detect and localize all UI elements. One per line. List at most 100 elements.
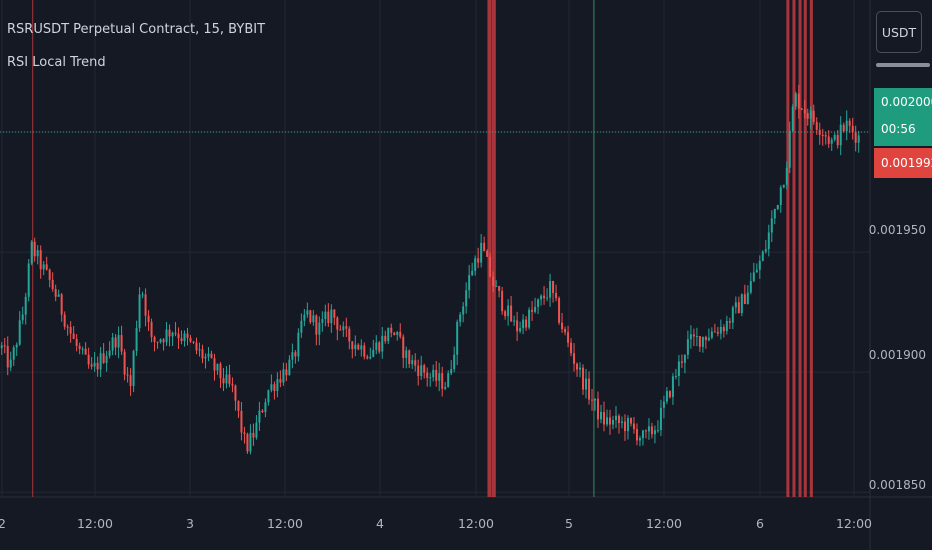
candle-body [96,362,99,370]
y-tick-label: 0.001850 [868,478,926,492]
candle-body [447,373,450,387]
candle-body [360,345,363,350]
candle-body [605,417,608,425]
candle-body [363,345,366,357]
candle-body [713,331,716,333]
candle-body [393,332,396,335]
candle-body [27,263,30,297]
candle-body [701,336,704,347]
y-tick-label: 0.001900 [868,348,926,362]
candle-body [507,305,510,317]
candle-body [420,365,423,376]
candle-body [659,407,662,431]
candle-body [749,281,752,293]
candle-body [752,272,755,282]
candle-body [477,258,480,263]
candle-body [15,344,18,348]
candle-body [597,398,600,420]
candle-body [348,328,351,342]
candle-body [282,369,285,383]
candle-body [93,362,96,367]
candle-body [336,317,339,330]
candle-body [441,373,444,389]
candle-body [531,309,534,312]
candle-body [522,319,525,329]
candle-body [150,322,153,338]
candle-body [465,290,468,307]
candle-body [228,374,231,384]
candle-body [848,120,851,126]
candle-body [665,391,668,402]
candle-body [761,251,764,261]
candle-body [803,109,806,114]
currency-underline [876,63,930,67]
candle-body [48,269,51,280]
candle-body [785,167,788,185]
candle-body [204,356,207,359]
candle-body [225,374,228,384]
candle-body [525,319,528,328]
candle-body [213,358,216,371]
candle-body [543,295,546,299]
candle-body [375,342,378,350]
candle-body [195,342,198,351]
candle-body [698,336,701,347]
candle-body [429,377,432,379]
candle-body [731,307,734,323]
signal-bar [798,0,802,497]
candle-body [779,187,782,205]
candle-body [102,353,105,363]
candle-body [3,345,6,347]
candle-body [746,292,749,304]
candle-body [384,335,387,342]
x-tick-label: 6 [756,516,764,531]
candle-body [0,345,3,349]
candle-body [114,337,117,348]
candle-body [641,430,644,439]
candle-body [273,384,276,392]
candle-body [177,333,180,339]
candle-body [42,264,45,270]
candle-body [770,218,773,233]
candle-body [773,209,776,219]
candle-body [138,294,141,329]
x-tick-label: 3 [186,516,194,531]
candle-body [830,139,833,144]
candle-body [162,339,165,343]
candle-body [617,415,620,424]
candle-body [81,348,84,350]
candle-body [159,339,162,343]
candle-body [519,328,522,332]
signal-bar [487,0,492,497]
candle-body [671,376,674,398]
candle-body [767,232,770,250]
candle-body [252,432,255,438]
candle-body [339,329,342,331]
candle-body [480,242,483,263]
candle-body [603,412,606,425]
currency-button[interactable]: USDT [876,11,922,53]
candle-body [75,338,78,346]
chart-title: RSRUSDT Perpetual Contract, 15, BYBIT [7,22,266,37]
candle-body [608,417,611,425]
candle-body [84,348,87,355]
candle-body [243,432,246,435]
candle-body [722,326,725,332]
candle-body [833,135,836,140]
bar-countdown: 00:56 [881,122,916,136]
candle-body [549,281,552,298]
candle-body [201,349,204,359]
candle-body [207,353,210,357]
candle-body [635,429,638,441]
candle-body [719,326,722,334]
candle-body [69,326,72,334]
candle-body [306,310,309,315]
candle-body [36,250,39,257]
candle-body [692,334,695,337]
candle-body [656,430,659,432]
candle-body [683,354,686,363]
candle-body [165,329,168,343]
candle-body [558,298,561,323]
